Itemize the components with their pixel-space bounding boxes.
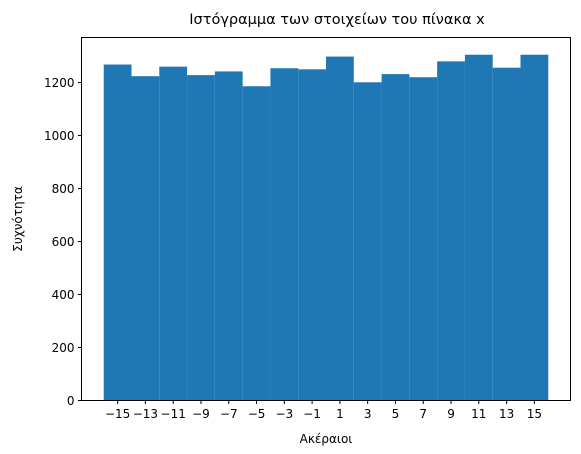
x-tick-label-11: 7 <box>419 407 427 421</box>
y-tick-label-4: 800 <box>52 182 75 196</box>
y-tick-label-2: 400 <box>52 288 75 302</box>
y-axis-label: Συχνότητα <box>11 186 25 252</box>
histogram-bar-14 <box>492 67 521 401</box>
x-tick-label-7: −1 <box>303 407 321 421</box>
histogram-bar-4 <box>214 71 243 401</box>
chart-title: Ιστόγραμμα των στοιχείων του πίνακα x <box>189 12 485 28</box>
y-tick-label-5: 1000 <box>44 129 75 143</box>
histogram-bar-6 <box>270 68 299 401</box>
histogram-bar-0 <box>103 64 132 401</box>
histogram-bar-1 <box>131 76 160 401</box>
bars-group <box>103 54 549 401</box>
histogram-bar-13 <box>464 54 493 401</box>
x-tick-label-1: −13 <box>133 407 158 421</box>
x-tick-label-14: 13 <box>499 407 514 421</box>
x-tick-label-12: 9 <box>447 407 455 421</box>
histogram-bar-7 <box>298 69 326 401</box>
histogram-bar-11 <box>409 77 438 401</box>
y-tick-label-1: 200 <box>52 341 75 355</box>
y-tick-label-0: 0 <box>67 394 75 408</box>
x-axis-ticks: −15 −13 −11 −9 −7 −5 −3 −1 1 3 5 7 9 11 13 15 <box>105 400 542 421</box>
x-tick-label-6: −3 <box>275 407 293 421</box>
y-tick-label-3: 600 <box>52 235 75 249</box>
x-tick-label-8: 1 <box>336 407 344 421</box>
x-tick-label-0: −15 <box>105 407 130 421</box>
histogram-bar-12 <box>437 61 465 401</box>
x-tick-label-3: −9 <box>192 407 210 421</box>
x-tick-label-9: 3 <box>364 407 372 421</box>
plot-frame <box>81 37 571 401</box>
x-tick-label-5: −5 <box>248 407 266 421</box>
histogram-bar-3 <box>187 75 215 401</box>
histogram-bar-10 <box>381 74 410 401</box>
histogram-bar-9 <box>353 82 382 401</box>
y-tick-label-6: 1200 <box>44 76 75 90</box>
histogram-bar-2 <box>159 66 188 401</box>
histogram-bar-15 <box>520 54 549 401</box>
x-tick-label-2: −11 <box>161 407 186 421</box>
x-axis-label: Ακέραιοι <box>300 432 353 446</box>
y-axis-ticks: 0 200 400 600 800 1000 1200 <box>44 76 82 408</box>
x-tick-label-4: −7 <box>220 407 238 421</box>
x-tick-label-15: 15 <box>527 407 542 421</box>
x-tick-label-10: 5 <box>392 407 400 421</box>
histogram-bar-8 <box>326 56 354 401</box>
x-tick-label-13: 11 <box>471 407 486 421</box>
histogram-bar-5 <box>242 86 271 401</box>
